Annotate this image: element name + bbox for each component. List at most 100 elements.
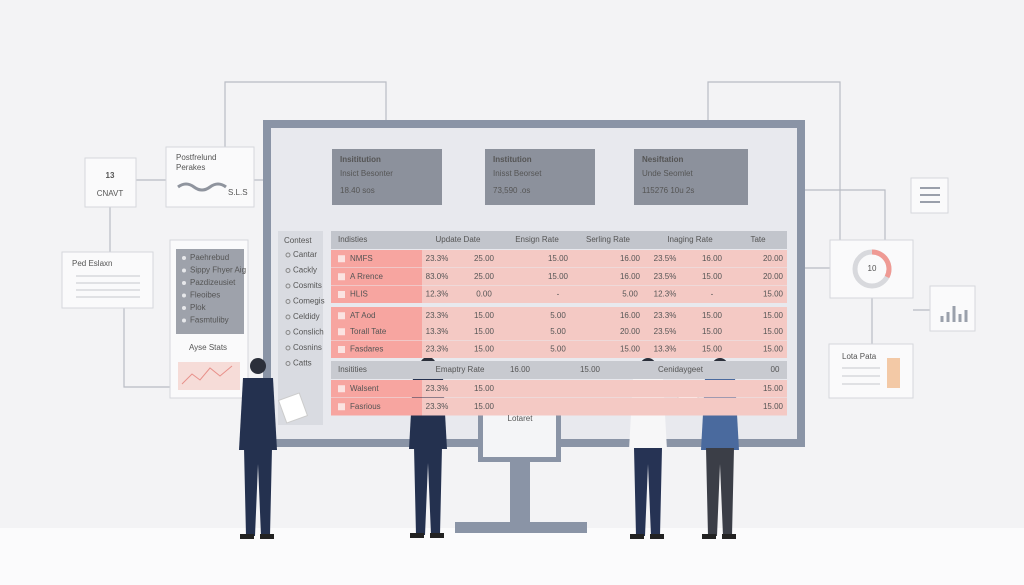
list-dot: [182, 306, 186, 310]
table-row: [331, 286, 787, 303]
group-cell: 15.00: [580, 365, 601, 374]
group-cell: 00: [771, 365, 780, 374]
table-header-cell: Inaging Rate: [667, 235, 713, 244]
table-cell: 20.00: [763, 272, 784, 281]
group-cell: Emaptry Rate: [436, 365, 485, 374]
side-item: Cosnins: [293, 343, 322, 352]
kpi-card: [332, 149, 442, 205]
sparkline-box: [178, 362, 240, 390]
table-cell: 16.00: [620, 311, 641, 320]
list-dot: [182, 268, 186, 273]
list-item: Sippy Fhyer Aig: [190, 266, 246, 275]
table-name-cell: [331, 286, 422, 303]
kpi-subtitle: Insict Besonter: [340, 169, 393, 178]
side-item: Conslich: [293, 328, 324, 337]
table-cell: 15.00: [474, 384, 495, 393]
list-item: Fasmtuliby: [190, 316, 229, 325]
note-card: [61, 251, 154, 309]
checkbox: [338, 403, 345, 411]
table-cell: 20.00: [620, 327, 641, 336]
list-caption: Ayse Stats: [189, 343, 227, 352]
list-item: Plok: [190, 303, 207, 312]
table-cell: 13.3%: [426, 327, 449, 336]
checkbox: [338, 291, 345, 298]
table-name-cell: [331, 341, 422, 358]
side-item: Comegis: [293, 297, 325, 306]
table-cell: 15.00: [474, 311, 495, 320]
table-row: [331, 380, 787, 398]
kpi-subtitle: Inisst Beorset: [493, 169, 542, 178]
legend-title: Lota Pata: [842, 352, 877, 361]
group-row: [331, 361, 787, 379]
side-dot: [285, 361, 291, 366]
list-dot: [182, 293, 186, 298]
table-cell: 0.00: [476, 290, 492, 299]
person-shoe: [260, 534, 274, 539]
table-cell: 23.3%: [426, 254, 449, 263]
kpi-title: Institution: [493, 155, 532, 164]
kpi-value: 115276 10u 2s: [642, 186, 694, 195]
table-cell: 15.00: [548, 272, 569, 281]
person-shoe: [630, 534, 644, 539]
table-cell: 15.00: [763, 327, 784, 336]
table-cell: 25.00: [474, 254, 495, 263]
table-row: [331, 398, 787, 416]
table-cell: HLIS: [350, 290, 368, 299]
badge-number: 13: [106, 171, 115, 180]
side-item: Cosmits: [293, 281, 322, 290]
table-cell: 23.5%: [654, 272, 677, 281]
table-row: [331, 268, 787, 286]
table-name-cell: [331, 323, 422, 341]
table-cell: 16.00: [620, 254, 641, 263]
badge-card: [84, 157, 137, 208]
kpi-title: Insititution: [340, 155, 381, 164]
group-cell: Insitities: [338, 365, 367, 374]
table-row: [331, 323, 787, 341]
table-cell: 23.3%: [654, 311, 677, 320]
list-item: Pazdizeusiet: [190, 278, 236, 287]
side-item: Celdidy: [293, 312, 320, 321]
person-legs: [634, 448, 662, 536]
side-dot: [285, 299, 291, 304]
table-cell: 15.00: [702, 345, 723, 354]
checkbox: [338, 273, 345, 281]
table-cell: 15.00: [763, 345, 784, 354]
person-shoe: [410, 533, 424, 538]
side-dot: [285, 268, 291, 273]
side-dot: [285, 283, 291, 289]
summary-card: [165, 146, 255, 208]
person-head: [250, 358, 266, 374]
person-legs: [706, 448, 734, 536]
table-cell: 15.00: [763, 311, 784, 320]
table-header-cell: Serling Rate: [586, 235, 631, 244]
badge-text: CNAVT: [97, 189, 124, 198]
kpi-value: 18.40 sos: [340, 186, 375, 195]
table-cell: 15.00: [474, 345, 495, 354]
table-cell: 15.00: [620, 345, 641, 354]
wave-icon: [177, 182, 227, 192]
stand-base: [455, 522, 587, 533]
table-cell: Torall Tate: [350, 327, 387, 336]
card-title: Postfrelund: [176, 153, 216, 162]
table-cell: 15.00: [763, 290, 784, 299]
list-dot: [182, 256, 186, 260]
person-shoe: [722, 534, 736, 539]
side-dot: [285, 314, 291, 320]
table-cell: A Rrence: [350, 272, 383, 281]
table-cell: 16.00: [702, 254, 723, 263]
table-row: [331, 341, 787, 358]
table-cell: 83.0%: [426, 272, 449, 281]
list-panel: [176, 249, 244, 334]
list-dot: [182, 281, 186, 285]
table-cell: Fasdares: [350, 345, 383, 354]
stand-post: [510, 447, 530, 525]
kpi-card: [485, 149, 595, 205]
card-note: S.L.S: [228, 188, 248, 197]
table-cell: 5.00: [622, 290, 638, 299]
side-item: Cantar: [293, 250, 317, 259]
side-dot: [285, 345, 291, 351]
table-header-cell: Update Date: [436, 235, 481, 244]
list-dot: [182, 318, 186, 323]
table-cell: -: [557, 290, 560, 299]
